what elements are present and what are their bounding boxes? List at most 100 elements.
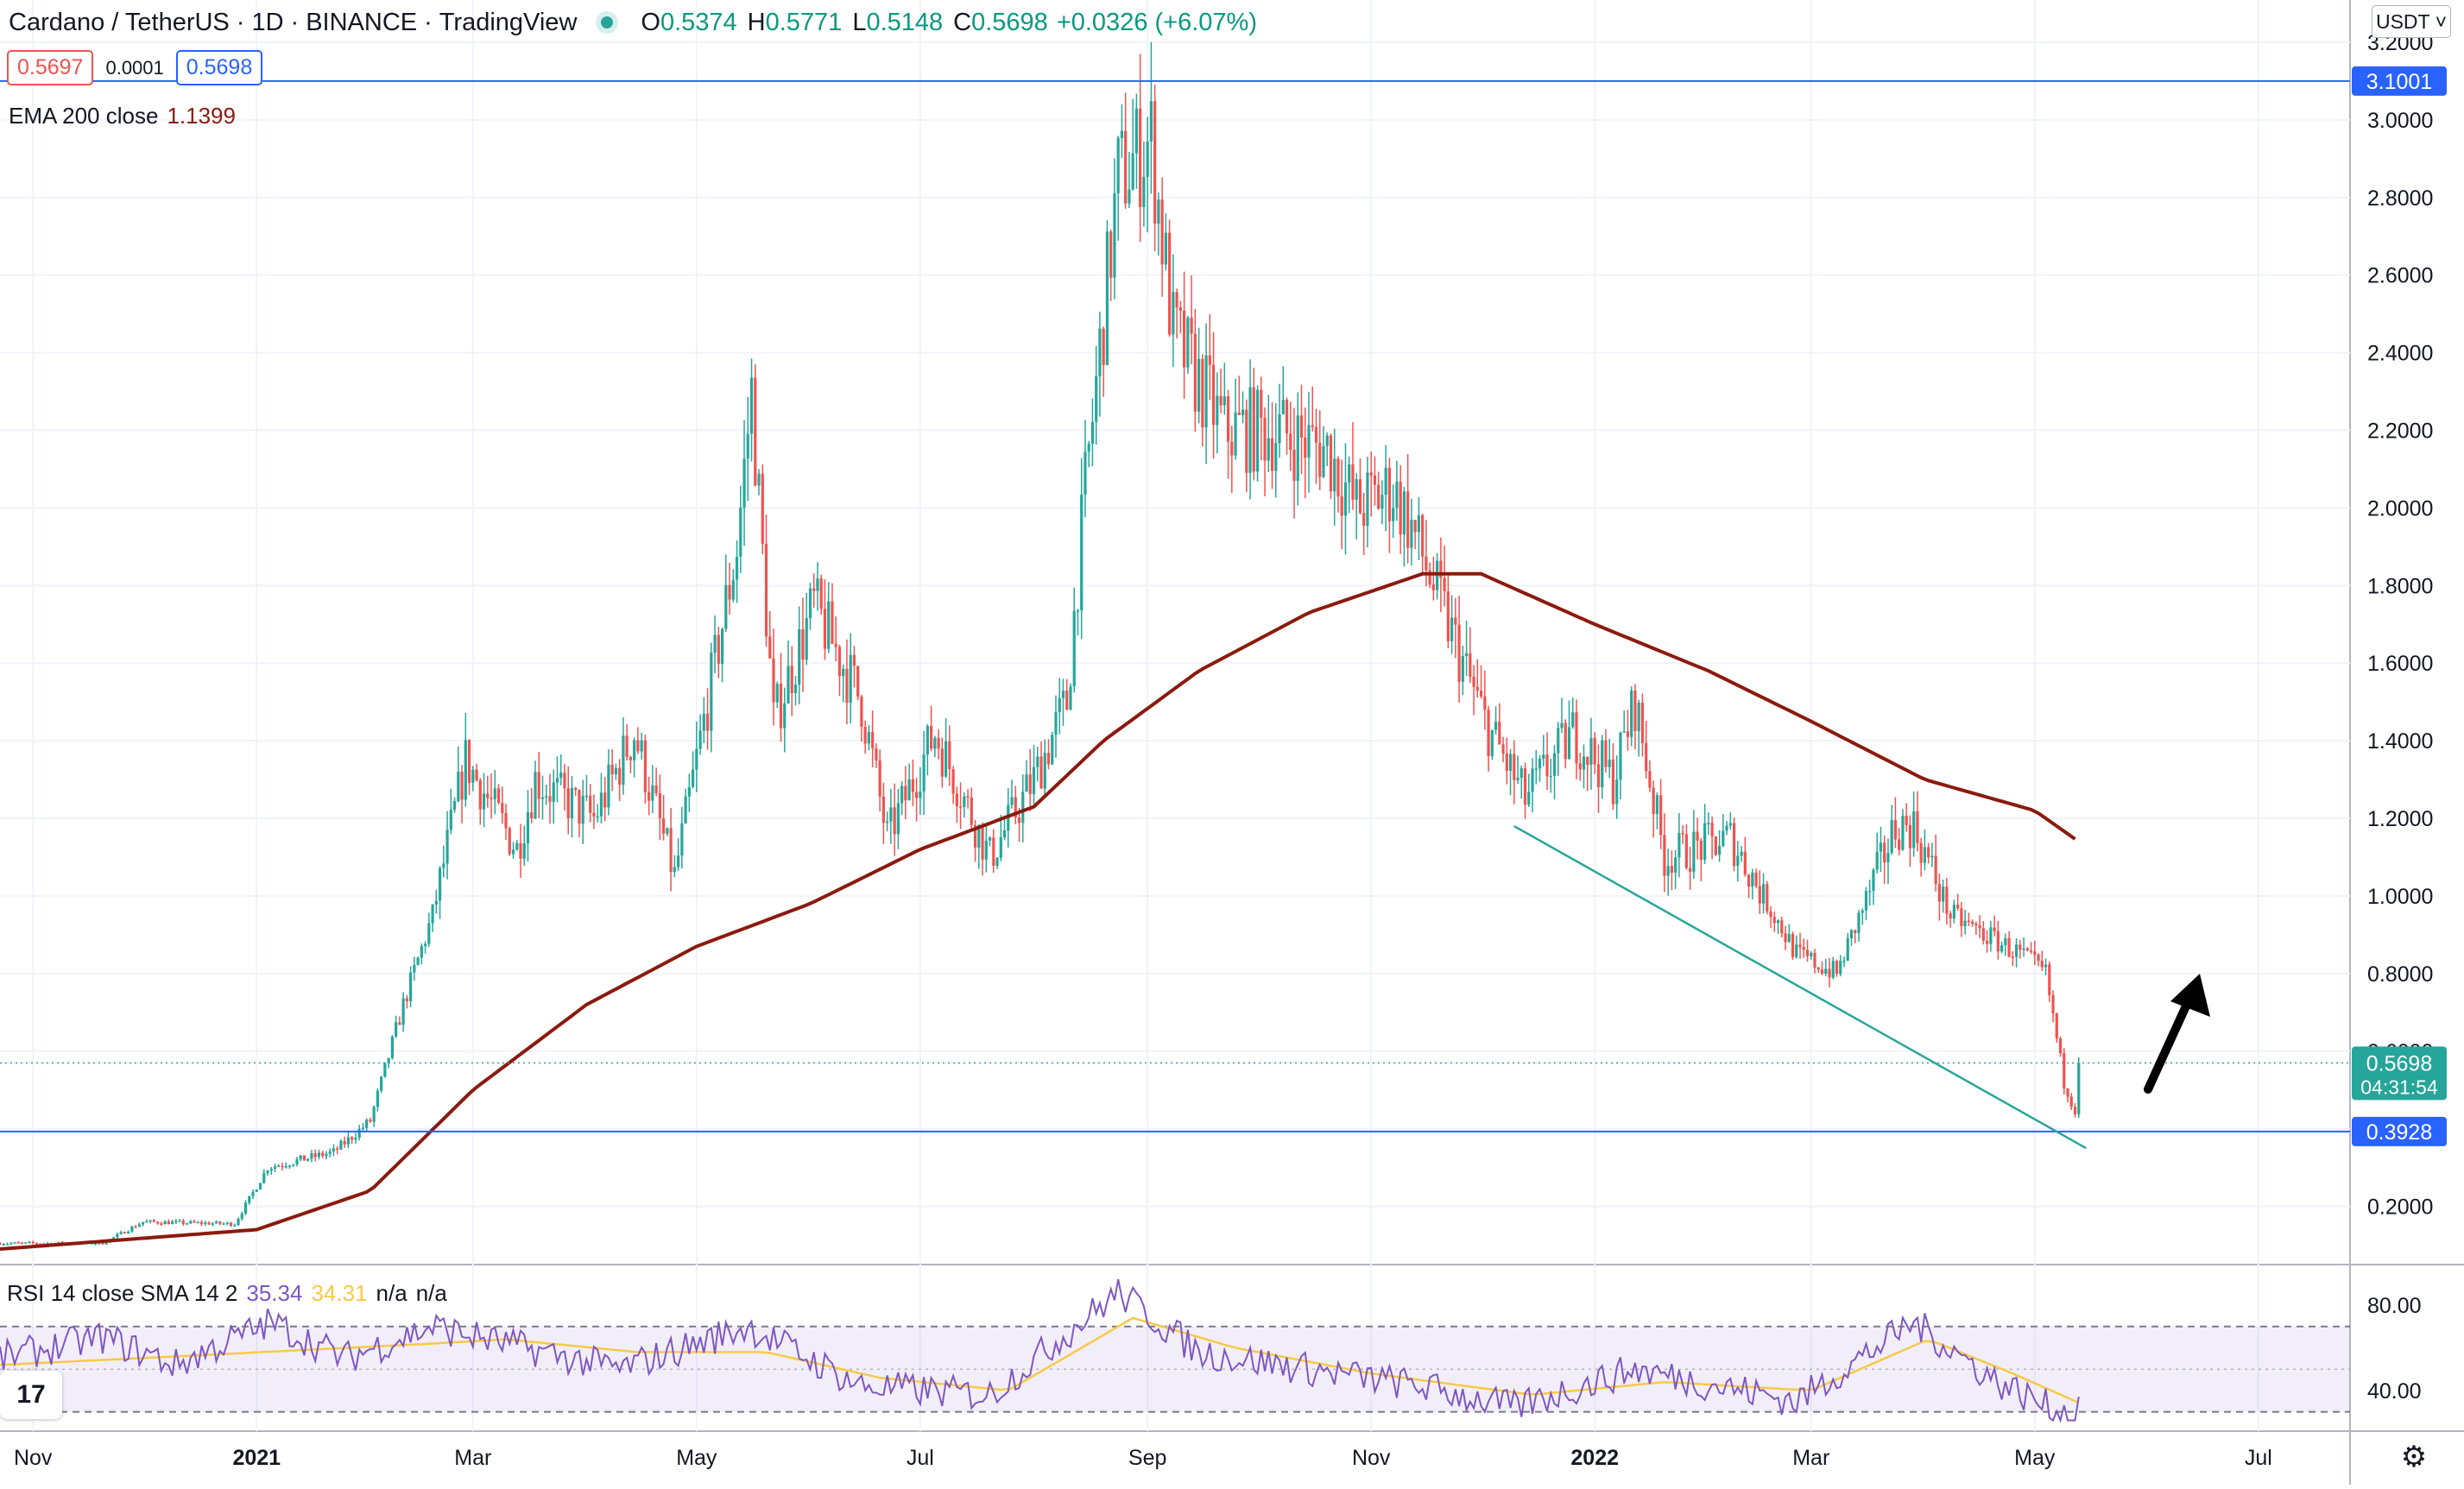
- candle-body: [1032, 767, 1036, 794]
- candle-body: [1666, 866, 1670, 876]
- candle-body: [496, 788, 501, 804]
- rsi-legend[interactable]: RSI 14 close SMA 14 2 35.34 34.31 n/a n/a: [7, 1280, 447, 1307]
- tradingview-logo-icon[interactable]: 17: [0, 1371, 62, 1419]
- candle-body: [1157, 199, 1160, 224]
- candle-body: [306, 1158, 310, 1161]
- candle-body: [669, 828, 673, 873]
- candle-body: [966, 796, 970, 798]
- sell-price-button[interactable]: 0.5697: [7, 50, 94, 85]
- candle-body: [1469, 653, 1472, 678]
- candle-body: [193, 1221, 196, 1223]
- candle-body: [2055, 1013, 2058, 1039]
- candle-body: [24, 1242, 28, 1244]
- candle-body: [1410, 520, 1413, 548]
- candle-body: [1046, 753, 1051, 765]
- gear-icon[interactable]: ⚙: [2400, 1441, 2428, 1473]
- candle-body: [390, 1036, 394, 1058]
- candle-body: [1069, 686, 1072, 710]
- candle-body: [1263, 417, 1267, 461]
- candle-body: [1028, 774, 1032, 794]
- candle-body: [2048, 964, 2051, 995]
- rsi-tick-label: 80.00: [2367, 1294, 2422, 1318]
- candle-body: [1457, 624, 1461, 682]
- candle-body: [357, 1128, 361, 1139]
- candle-body: [1307, 425, 1311, 458]
- candle-body: [1956, 905, 1960, 909]
- candle-body: [1883, 842, 1886, 863]
- candle-body: [269, 1169, 273, 1171]
- candle-body: [1362, 513, 1366, 527]
- candle-body: [973, 824, 977, 848]
- candle-body: [1857, 912, 1861, 934]
- x-tick-label: Jul: [2245, 1446, 2272, 1470]
- candle-body: [1901, 816, 1905, 850]
- candle-body: [445, 830, 449, 864]
- candle-body: [629, 756, 632, 760]
- candle-body: [1080, 494, 1084, 611]
- candle-body: [504, 812, 508, 829]
- interval-label[interactable]: 1D: [251, 8, 284, 36]
- candle-body: [548, 796, 552, 803]
- candle-body: [1230, 441, 1234, 456]
- candle-body: [1109, 231, 1113, 278]
- candle-body: [563, 773, 566, 789]
- candle-body: [977, 824, 981, 848]
- x-tick-label: 2021: [232, 1446, 281, 1470]
- candle-body: [754, 377, 757, 486]
- rsi-line: [0, 1278, 2080, 1423]
- candle-body: [1732, 823, 1736, 867]
- candle-body: [336, 1148, 339, 1150]
- currency-dropdown[interactable]: USDT ˅: [2372, 5, 2451, 38]
- exchange-label: BINANCE: [306, 8, 418, 36]
- ema-legend[interactable]: EMA 200 close 1.1399: [9, 103, 236, 129]
- candle-body: [603, 792, 607, 808]
- candle-body: [1681, 832, 1684, 835]
- candle-body: [922, 754, 926, 792]
- candle-body: [1516, 777, 1519, 780]
- candle-body: [2011, 956, 2014, 958]
- candle-body: [995, 857, 999, 866]
- candle-body: [1413, 520, 1417, 533]
- candle-body: [812, 588, 816, 591]
- candle-body: [1772, 917, 1776, 924]
- candle-body: [1061, 691, 1065, 698]
- candle-body: [1531, 768, 1534, 792]
- candle-body: [1267, 438, 1270, 461]
- candle-body: [837, 647, 842, 677]
- candle-body: [1736, 855, 1740, 867]
- x-tick-label: May: [2014, 1446, 2056, 1470]
- candle-body: [1087, 444, 1090, 452]
- symbol-title[interactable]: Cardano / TetherUS: [9, 8, 230, 36]
- candle-body: [1798, 944, 1802, 948]
- candle-body: [578, 790, 581, 824]
- candle-body: [401, 998, 405, 1025]
- y-tick-label: 1.6000: [2367, 652, 2433, 676]
- candle-body: [680, 823, 684, 856]
- candle-body: [1139, 108, 1142, 207]
- candle-body: [1872, 869, 1875, 891]
- candle-body: [599, 792, 603, 817]
- arrow-up-icon: [2170, 974, 2210, 1017]
- candle-body: [1615, 779, 1619, 804]
- candle-body: [1996, 931, 2000, 952]
- candle-body: [1846, 938, 1849, 961]
- candle-body: [1377, 484, 1380, 509]
- candle-body: [999, 836, 1002, 858]
- candle-body: [731, 579, 735, 600]
- trade-buttons: 0.5697 0.0001 0.5698: [7, 50, 263, 85]
- candle-body: [1710, 823, 1714, 837]
- candle-body: [1058, 697, 1061, 713]
- candle-body: [398, 1022, 401, 1025]
- candle-body: [1348, 464, 1351, 483]
- candle-body: [849, 654, 852, 703]
- candle-body: [1740, 851, 1743, 856]
- candle-body: [1633, 690, 1637, 732]
- change-value: +0.0326 (+6.07%): [1056, 8, 1257, 36]
- candle-body: [702, 713, 705, 731]
- candle-body: [816, 578, 819, 591]
- candle-body: [1916, 811, 1919, 843]
- buy-price-button[interactable]: 0.5698: [175, 50, 263, 85]
- candle-body: [1527, 792, 1531, 805]
